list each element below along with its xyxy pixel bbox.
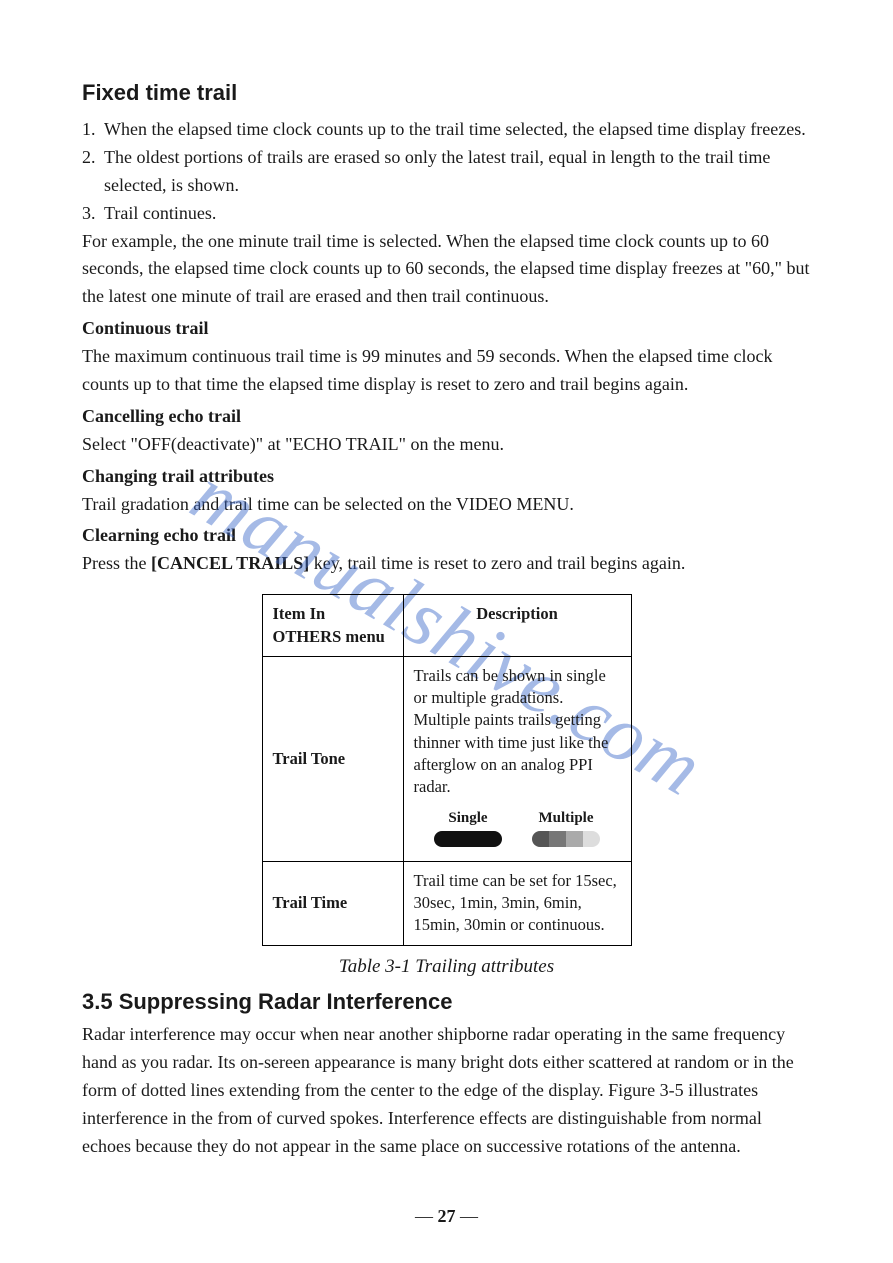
section-heading-fixed-time-trail: Fixed time trail	[82, 80, 811, 106]
list-number: 1.	[82, 116, 104, 144]
page-number: 27	[438, 1206, 456, 1226]
row-label-trail-time: Trail Time	[262, 861, 403, 945]
swatch-label-single: Single	[434, 808, 502, 828]
clear-pre: Press the	[82, 553, 151, 573]
list-item: 1. When the elapsed time clock counts up…	[82, 116, 811, 144]
swatch-label-multiple: Multiple	[532, 808, 600, 828]
page-num-dash-left: —	[415, 1206, 438, 1226]
list-text: Trail continues.	[104, 200, 811, 228]
clear-post: key, trail time is reset to zero and tra…	[309, 553, 685, 573]
swatch-multiple: Multiple	[532, 808, 600, 853]
th-description: Description	[403, 595, 631, 657]
subheading-cancelling-echo-trail: Cancelling echo trail	[82, 403, 811, 431]
changing-trail-attributes-text: Trail gradation and trail time can be se…	[82, 491, 811, 519]
swatch-row: Single Multiple	[414, 808, 621, 853]
page-num-dash-right: —	[456, 1206, 479, 1226]
list-text: The oldest portions of trails are erased…	[104, 144, 811, 200]
subheading-clearing-echo-trail: Clearning echo trail	[82, 522, 811, 550]
trailing-attributes-table: Item In OTHERS menu Description Trail To…	[262, 594, 632, 945]
list-item: 3. Trail continues.	[82, 200, 811, 228]
subheading-continuous-trail: Continuous trail	[82, 315, 811, 343]
table-row: Trail Time Trail time can be set for 15s…	[262, 861, 631, 945]
pill-multiple-icon	[532, 831, 600, 847]
table-row: Trail Tone Trails can be shown in single…	[262, 656, 631, 861]
list-number: 3.	[82, 200, 104, 228]
radar-interference-body: Radar interference may occur when near a…	[82, 1021, 811, 1160]
cancelling-echo-trail-text: Select "OFF(deactivate)" at "ECHO TRAIL"…	[82, 431, 811, 459]
manual-page: manualshive.com Fixed time trail 1. When…	[0, 0, 893, 1263]
row-desc-trail-tone: Trails can be shown in single or multipl…	[403, 656, 631, 861]
continuous-trail-text: The maximum continuous trail time is 99 …	[82, 343, 811, 399]
pill-single-icon	[434, 831, 502, 847]
th-item: Item In OTHERS menu	[262, 595, 403, 657]
subheading-changing-trail-attributes: Changing trail attributes	[82, 463, 811, 491]
list-item: 2. The oldest portions of trails are era…	[82, 144, 811, 200]
list-text: When the elapsed time clock counts up to…	[104, 116, 811, 144]
swatch-single: Single	[434, 808, 502, 853]
list-number: 2.	[82, 144, 104, 200]
clearing-echo-trail-text: Press the [CANCEL TRAILS] key, trail tim…	[82, 550, 811, 578]
cancel-trails-key: [CANCEL TRAILS]	[151, 553, 309, 573]
example-paragraph: For example, the one minute trail time i…	[82, 228, 811, 312]
section-heading-suppressing-radar-interference: 3.5 Suppressing Radar Interference	[82, 989, 811, 1015]
page-number-wrap: — 27 —	[0, 1206, 893, 1227]
trail-tone-desc: Trails can be shown in single or multipl…	[414, 666, 609, 796]
row-label-trail-tone: Trail Tone	[262, 656, 403, 861]
table-caption: Table 3-1 Trailing attributes	[82, 952, 811, 981]
row-desc-trail-time: Trail time can be set for 15sec, 30sec, …	[403, 861, 631, 945]
